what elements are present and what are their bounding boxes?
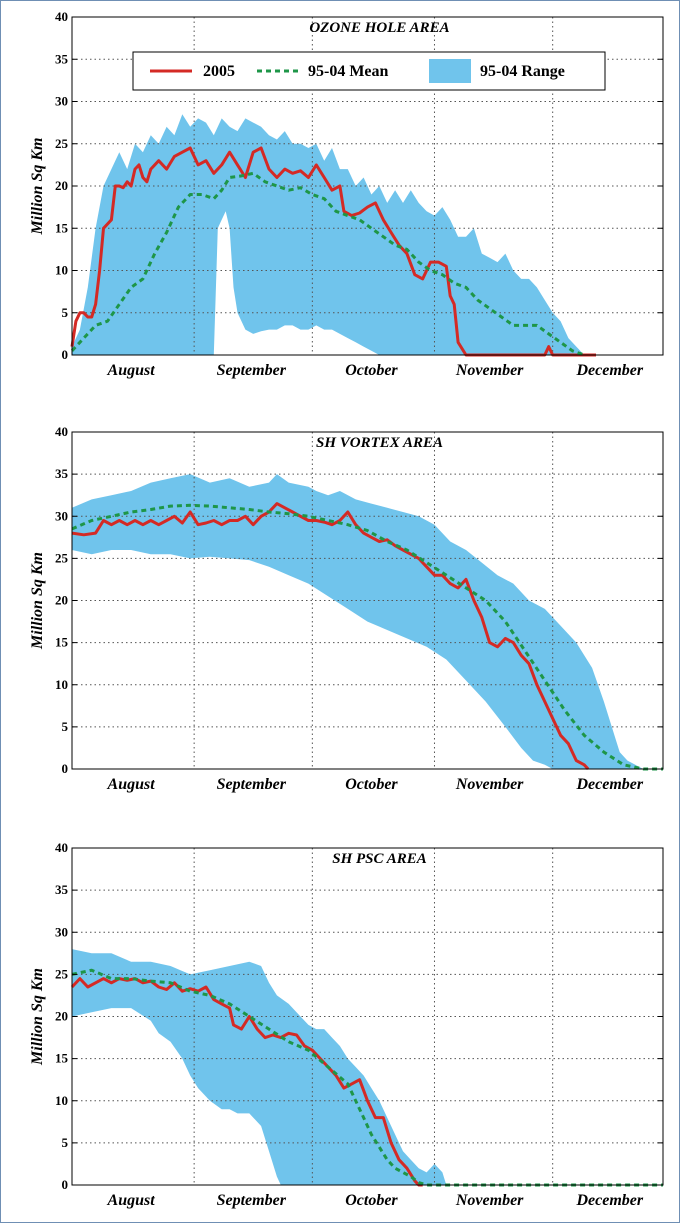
legend-label-2005: 2005 xyxy=(203,63,235,80)
y-tick-label: 25 xyxy=(55,550,69,565)
y-tick-label: 35 xyxy=(55,466,69,481)
series-range-band xyxy=(72,114,585,355)
series-mean-line xyxy=(71,503,663,771)
x-month-label: August xyxy=(107,1192,156,1209)
chart-title: SH VORTEX AREA xyxy=(316,435,443,451)
chart-panel-2: 0 5 10 15 20 25 30 35 40 August September October No… xyxy=(29,424,664,793)
x-month-label: September xyxy=(217,1192,287,1209)
y-tick-label: 5 xyxy=(62,305,69,320)
chart-panel-1: 0 5 10 15 20 25 30 35 40 August September October No… xyxy=(29,9,664,379)
legend-label-range: 95-04 Range xyxy=(480,63,565,80)
y-axis-label: Million Sq Km xyxy=(29,968,46,1066)
y-tick-label: 15 xyxy=(55,1051,69,1066)
series-range-band xyxy=(72,949,663,1185)
y-tick-label: 30 xyxy=(55,94,68,109)
y-tick-label: 15 xyxy=(55,220,69,235)
y-tick-label: 0 xyxy=(62,761,69,776)
y-tick-label: 0 xyxy=(62,1177,69,1192)
series-range-band xyxy=(72,474,644,769)
y-tick-label: 10 xyxy=(55,263,68,278)
legend-label-mean: 95-04 Mean xyxy=(308,63,389,80)
x-month-label: October xyxy=(345,776,398,793)
chart-title: OZONE HOLE AREA xyxy=(309,20,449,36)
x-month-label: November xyxy=(455,362,524,379)
y-tick-label: 25 xyxy=(55,966,69,981)
legend-box xyxy=(132,51,606,91)
x-month-label: October xyxy=(345,1192,398,1209)
x-month-label: October xyxy=(345,362,398,379)
y-tick-label: 15 xyxy=(55,635,69,650)
y-tick-label: 40 xyxy=(55,840,68,855)
y-tick-label: 0 xyxy=(62,347,69,362)
y-tick-label: 40 xyxy=(55,424,68,439)
y-axis-label: Million Sq Km xyxy=(29,138,46,236)
x-month-label: December xyxy=(575,776,643,793)
series-mean-line xyxy=(71,968,663,1187)
series-2005-line xyxy=(71,502,590,771)
y-tick-label: 20 xyxy=(55,593,68,608)
chart-panel-3: 0 5 10 15 20 25 30 35 40 August September October No… xyxy=(29,840,664,1209)
y-tick-label: 25 xyxy=(55,136,69,151)
series-2005-line xyxy=(70,146,596,357)
x-month-label: August xyxy=(107,362,156,379)
y-tick-label: 30 xyxy=(55,508,68,523)
x-month-label: September xyxy=(217,776,287,793)
y-tick-label: 10 xyxy=(55,677,68,692)
y-axis-label: Million Sq Km xyxy=(29,552,46,650)
x-month-label: September xyxy=(217,362,287,379)
series-mean-line xyxy=(70,171,585,357)
y-tick-label: 10 xyxy=(55,1093,68,1108)
x-month-label: August xyxy=(107,776,156,793)
series-2005-line xyxy=(70,977,423,1187)
y-tick-label: 5 xyxy=(62,719,69,734)
y-tick-label: 20 xyxy=(55,178,68,193)
chart-title: SH PSC AREA xyxy=(332,851,426,867)
y-tick-label: 35 xyxy=(55,51,69,66)
legend: 2005 95-04 Mean 95-04 Range xyxy=(132,51,606,91)
x-month-label: November xyxy=(455,776,524,793)
y-tick-label: 40 xyxy=(55,9,68,24)
y-tick-label: 30 xyxy=(55,924,68,939)
y-tick-label: 20 xyxy=(55,1009,68,1024)
x-month-label: November xyxy=(455,1192,524,1209)
x-month-label: December xyxy=(575,362,643,379)
y-tick-label: 35 xyxy=(55,882,69,897)
legend-swatch-range xyxy=(429,59,471,83)
y-tick-label: 5 xyxy=(62,1135,69,1150)
x-month-label: December xyxy=(575,1192,643,1209)
